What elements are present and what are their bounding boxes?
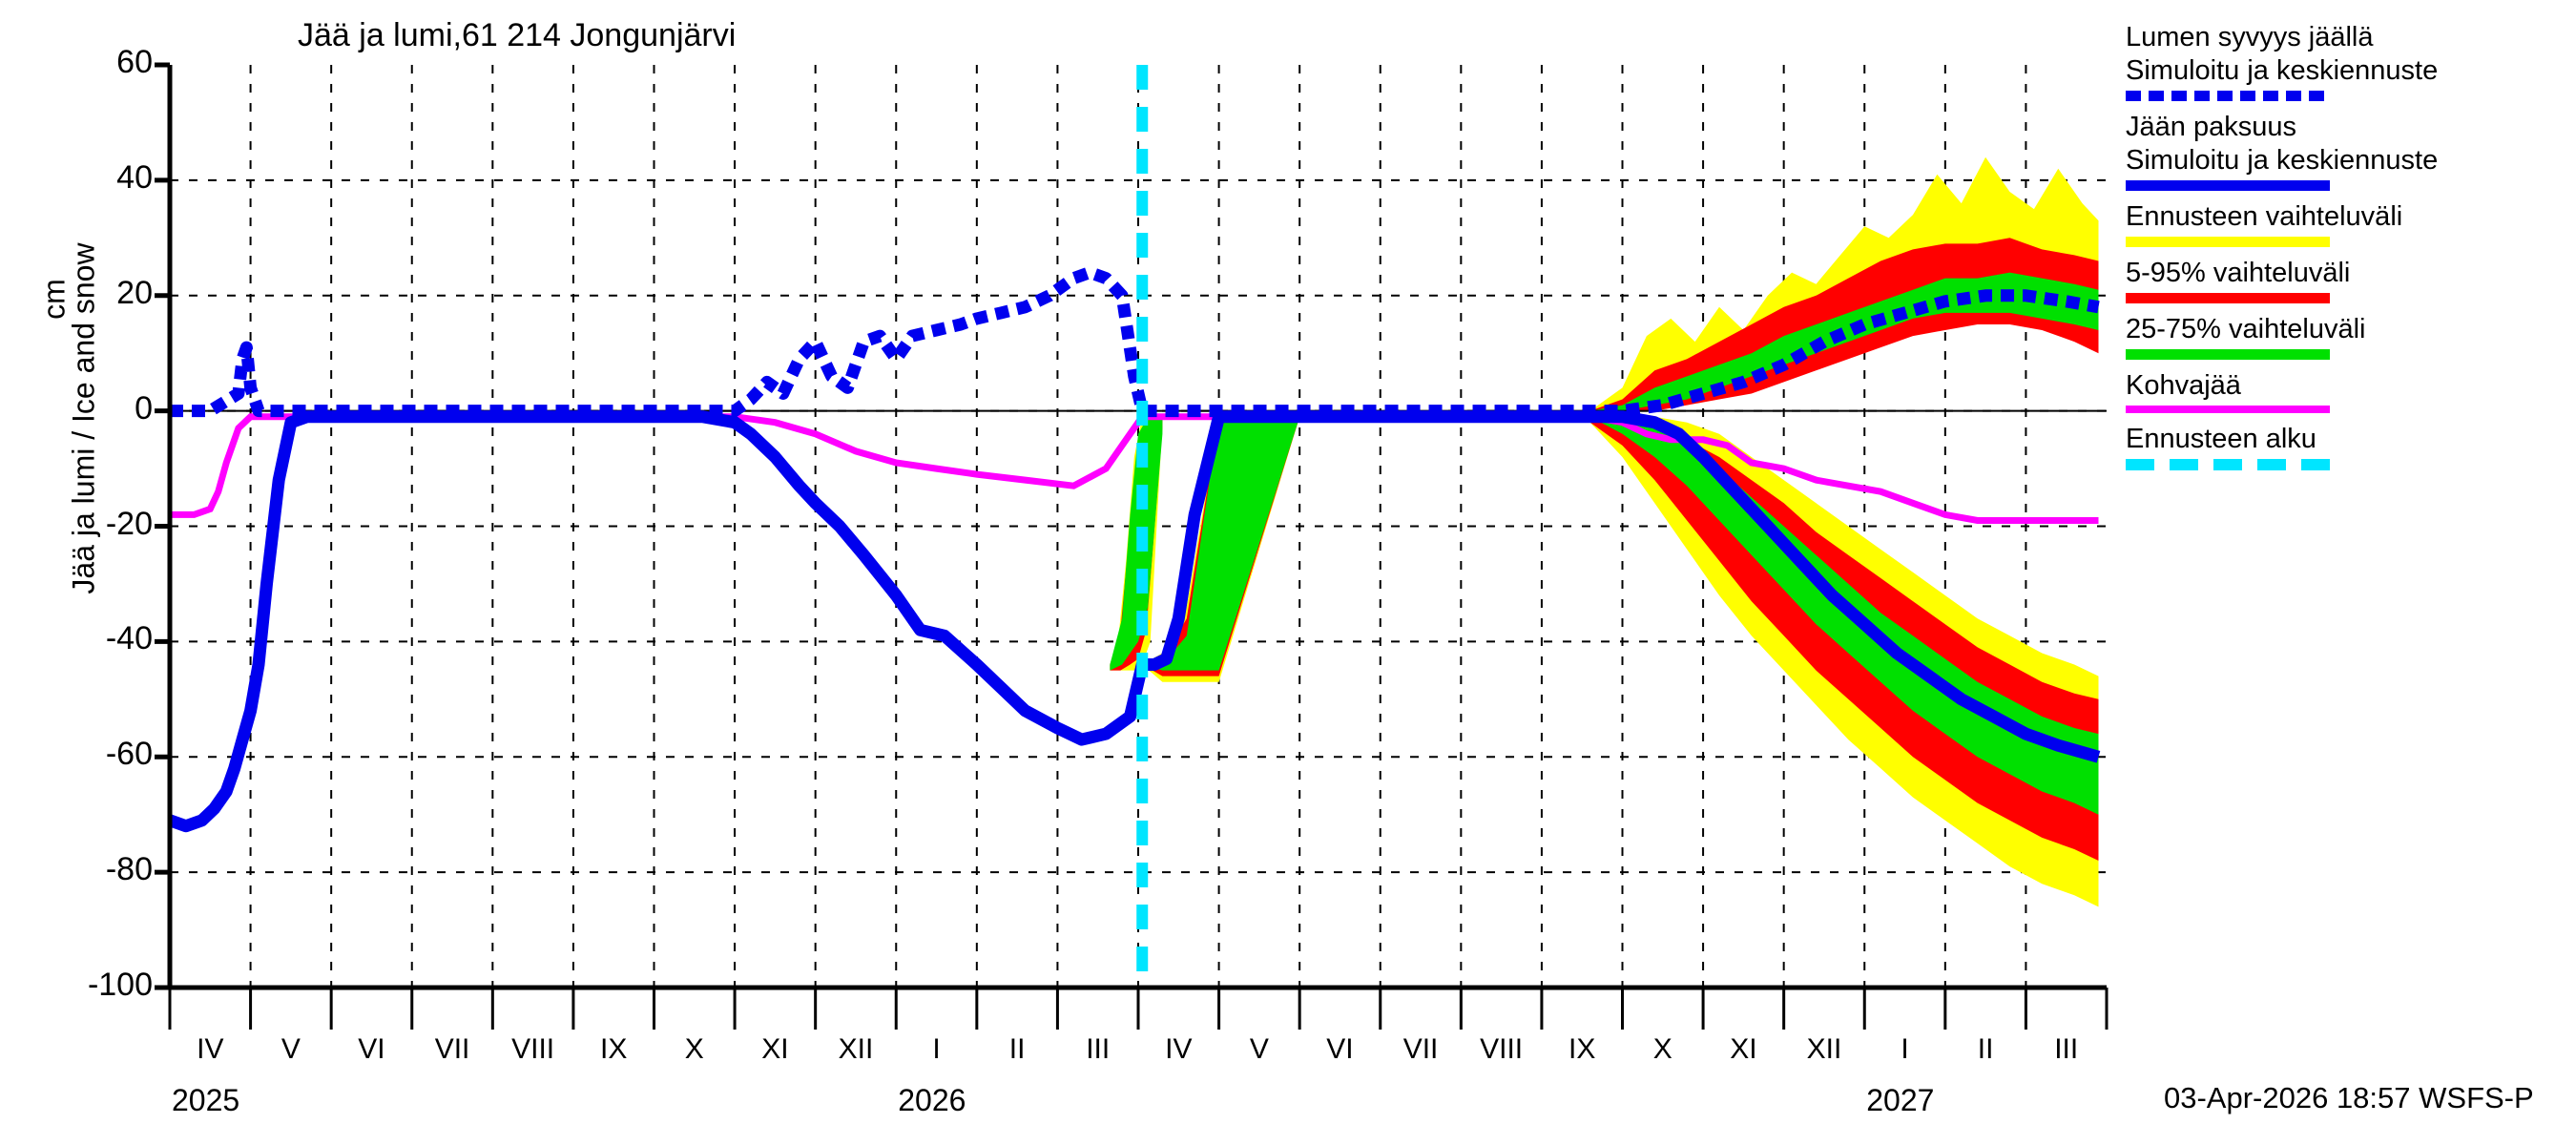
x-axis-year-label: 2027 <box>1866 1083 1935 1117</box>
x-axis-month-tick: XI <box>1730 1033 1757 1065</box>
x-axis-year-label: 2026 <box>898 1083 966 1117</box>
x-axis-month-tick: I <box>932 1033 941 1065</box>
x-axis-month-tick: III <box>2054 1033 2079 1065</box>
legend-item-sublabel: Simuloitu ja keskiennuste <box>2126 145 2439 176</box>
legend-swatch-solid-blue <box>2126 180 2330 191</box>
x-axis-month-tick: XI <box>761 1033 789 1065</box>
legend-swatch-cyan-dashed <box>2126 459 2330 470</box>
legend-swatch-yellow-band <box>2126 237 2330 247</box>
legend-swatch-red-band <box>2126 293 2330 303</box>
x-axis-month-tick: VII <box>434 1033 470 1065</box>
x-axis-month-tick: XII <box>1806 1033 1842 1065</box>
legend-item-label: Kohvajää <box>2126 370 2241 401</box>
x-axis-month-tick: III <box>1086 1033 1111 1065</box>
x-axis-month-tick: I <box>1901 1033 1909 1065</box>
legend-swatch-dashed-blue <box>2126 91 2330 101</box>
y-axis-tick: 40 <box>116 158 153 196</box>
ice-band-0 <box>1142 416 2099 907</box>
legend-item-label: Lumen syvyys jäällä <box>2126 22 2374 52</box>
x-axis-month-tick: V <box>280 1033 301 1065</box>
ice-band-2 <box>1142 416 2099 815</box>
y-axis-tick: 0 <box>135 389 153 427</box>
legend-item[interactable]: 5-95% vaihteluväli <box>2126 257 2574 303</box>
legend-item-label: Jään paksuus <box>2126 112 2296 142</box>
x-axis-month-tick: VIII <box>511 1033 555 1065</box>
x-axis-month-tick: II <box>1008 1033 1026 1065</box>
y-axis-tick: 60 <box>116 44 153 80</box>
legend-item-label: 5-95% vaihteluväli <box>2126 258 2351 288</box>
legend-item[interactable]: Ennusteen vaihteluväli <box>2126 200 2574 247</box>
chart-legend: Lumen syvyys jäällä Simuloitu ja keskienn… <box>2126 21 2574 480</box>
legend-item[interactable]: Kohvajää <box>2126 369 2574 413</box>
snow-band-1 <box>1142 238 2099 411</box>
y-axis-tick: -100 <box>87 967 153 1003</box>
x-axis-month-tick: IV <box>197 1033 224 1065</box>
series-snow-depth <box>170 266 2100 418</box>
x-axis-month-tick: VIII <box>1480 1033 1524 1065</box>
x-axis-month-tick: V <box>1249 1033 1269 1065</box>
x-axis-month-tick: X <box>684 1033 704 1065</box>
x-axis-month-tick: VII <box>1402 1033 1439 1065</box>
x-axis-month-tick: IV <box>1165 1033 1193 1065</box>
footer-timestamp: 03-Apr-2026 18:57 WSFS-P <box>2164 1081 2534 1114</box>
legend-item[interactable]: 25-75% vaihteluväli <box>2126 313 2574 360</box>
page-title: Jää ja lumi,61 214 Jongunjärvi <box>298 17 737 53</box>
historic-band-2 <box>1110 416 1163 671</box>
legend-item[interactable]: Lumen syvyys jäällä Simuloitu ja keskienn… <box>2126 21 2574 101</box>
y-axis-tick: 20 <box>116 274 153 311</box>
x-axis-month-tick: IX <box>1568 1033 1596 1065</box>
legend-item-label: Ennusteen alku <box>2126 424 2316 454</box>
snow-band-2 <box>1142 272 2099 411</box>
legend-item[interactable]: Jään paksuus Simuloitu ja keskiennuste <box>2126 111 2574 191</box>
legend-swatch-green-band <box>2126 349 2330 360</box>
y-axis-tick: -60 <box>105 736 153 773</box>
x-axis-month-tick: VI <box>1326 1033 1354 1065</box>
x-axis-month-tick: IX <box>600 1033 628 1065</box>
x-axis-month-tick: VI <box>358 1033 385 1065</box>
legend-swatch-magenta-line <box>2126 406 2330 413</box>
x-axis-month-tick: XII <box>838 1033 874 1065</box>
legend-item[interactable]: Ennusteen alku <box>2126 423 2574 470</box>
x-axis-month-tick: X <box>1652 1033 1672 1065</box>
y-axis-tick: -20 <box>105 505 153 542</box>
x-axis-year-label: 2025 <box>172 1083 240 1117</box>
legend-item-label: Ennusteen vaihteluväli <box>2126 201 2403 232</box>
legend-item-sublabel: Simuloitu ja keskiennuste <box>2126 55 2439 86</box>
y-axis-tick: -80 <box>105 851 153 888</box>
y-axis-tick: -40 <box>105 620 153 657</box>
x-axis-month-tick: II <box>1977 1033 1994 1065</box>
series-ice-thickness <box>170 410 2101 833</box>
legend-item-label: 25-75% vaihteluväli <box>2126 314 2366 344</box>
